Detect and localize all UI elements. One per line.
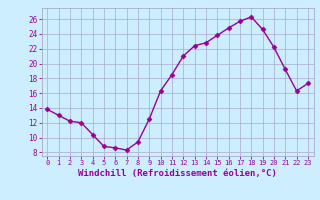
X-axis label: Windchill (Refroidissement éolien,°C): Windchill (Refroidissement éolien,°C) — [78, 169, 277, 178]
